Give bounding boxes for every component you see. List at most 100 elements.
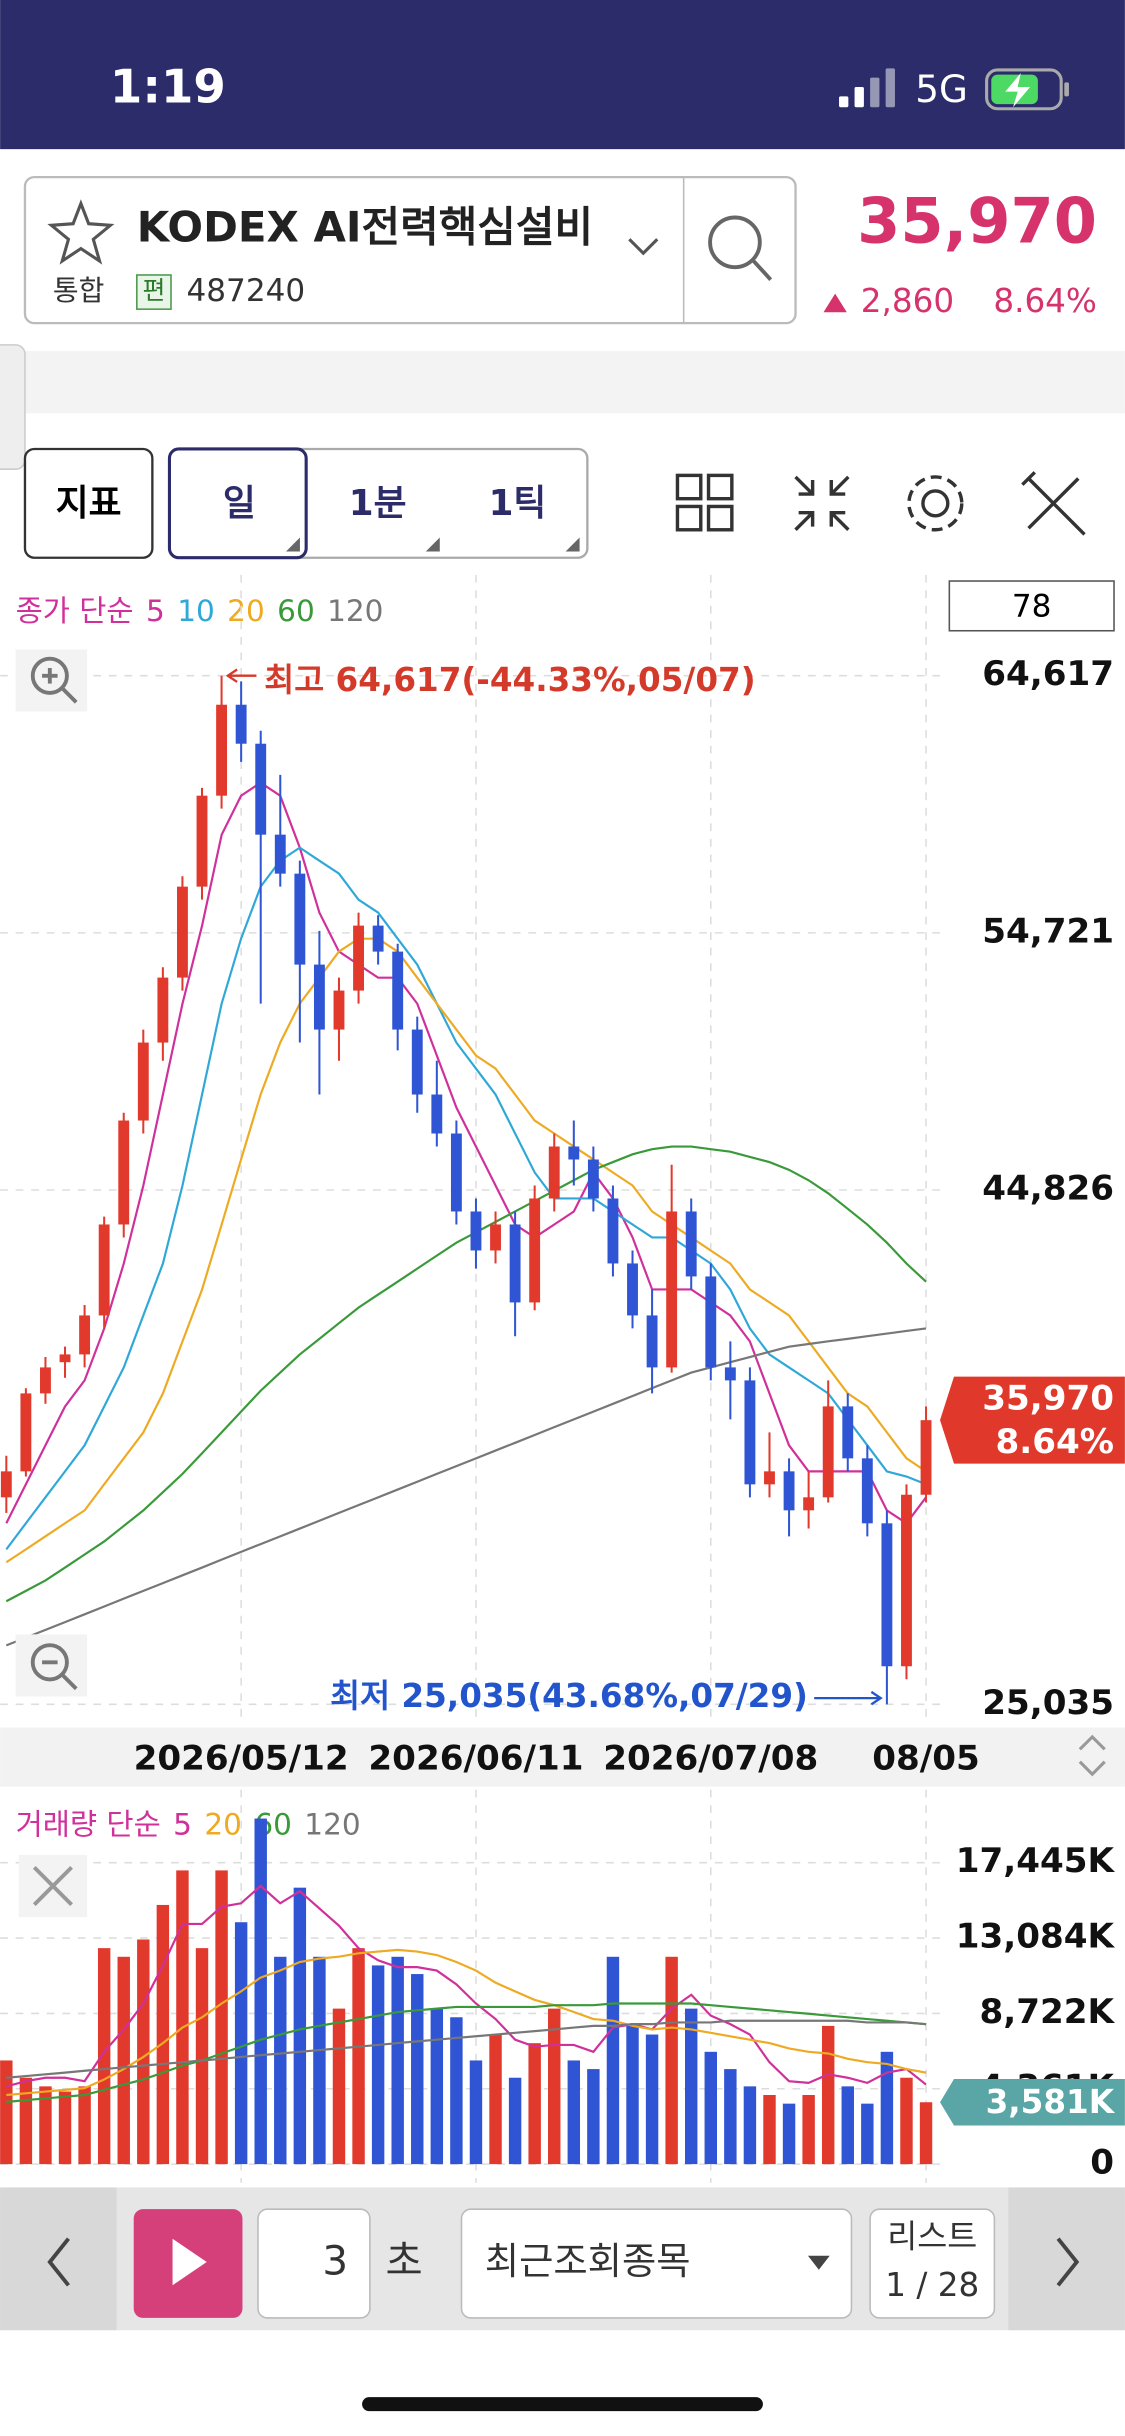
volume-bar [371,1965,385,2165]
legend-title: 거래량 단순 [16,1807,161,1841]
volume-bar [802,2095,815,2165]
volume-bar [411,1974,424,2165]
indicator-button[interactable] [23,447,154,559]
dropdown-arrow [807,2255,830,2270]
period-minute[interactable]: 1분 [349,483,407,524]
volume-bar [234,1922,248,2165]
prev-arrow[interactable] [47,2237,70,2287]
stock-name: KODEX AI전력핵심설비 [137,202,593,251]
candle-body [235,704,247,744]
low-arrow [814,1690,883,1706]
candle-body [0,1471,12,1498]
volume-bar [19,2077,33,2165]
count-box[interactable] [948,580,1115,632]
volume-bar [489,2034,502,2165]
volume-bar [215,1870,228,2165]
volume-bar [900,2077,913,2165]
volume-bar [626,2025,639,2165]
candle-body [861,1458,873,1524]
volume-bar [567,2060,581,2165]
x-tick-label: 2026/05/12 [134,1739,349,1779]
volume-bar [841,2086,854,2165]
candle-body [822,1406,834,1498]
legend: 종가 단순 5 10 20 60 120 [16,594,384,628]
period-corner-marks [285,537,580,552]
volume-bar [58,2091,72,2165]
scroll-arrows[interactable] [1078,1734,1106,1777]
prev-area[interactable] [0,2187,117,2331]
candle-body [176,886,188,978]
period-day[interactable]: 일 [223,483,256,524]
ma-line [6,2019,927,2079]
volume-bar [704,2051,717,2165]
legend-entry: 60 [277,594,315,628]
volume-bar [293,1887,307,2165]
next-area[interactable] [1008,2187,1125,2331]
volume-bar [587,2069,600,2165]
candle-body [59,1354,71,1363]
volume-bar [782,2103,796,2165]
legend: 거래량 단순 5 20 60 120 [16,1807,361,1841]
market: 통합 [53,274,104,307]
seconds-unit: 초 [385,2238,422,2285]
candle-body [333,990,345,1030]
candle-body [411,1029,423,1095]
battery-icon [985,68,1069,111]
search-icon[interactable] [708,215,773,281]
last-change: 8.64% [996,1422,1115,1462]
candle-body [685,1211,697,1277]
candle-body [548,1146,560,1199]
toolbar-icons[interactable] [675,471,1086,536]
favorite-star[interactable] [47,199,115,265]
candle-body [509,1224,521,1303]
dropdown[interactable] [460,2208,853,2319]
volume-bar [743,2086,757,2165]
volume-bar [450,2017,463,2165]
candle-body [450,1133,462,1212]
volume-bar [391,1956,404,2165]
candle-body [490,1224,501,1251]
volume-bar [548,2008,561,2165]
side-handle[interactable] [0,344,26,470]
volume-bar [665,1956,678,2165]
x-tick-label: 2026/06/11 [368,1739,583,1779]
period-selected[interactable] [167,447,308,560]
indicator-label: 지표 [56,483,122,524]
ma-line [5,937,927,1564]
period-tick[interactable]: 1틱 [489,483,547,524]
volume-bar [352,1948,365,2165]
seconds-box[interactable] [257,2208,371,2319]
volume-bar [919,2102,933,2165]
change-pct: 8.64% [993,282,1097,320]
volume-bar [39,2086,52,2165]
dropdown-chevron[interactable] [628,238,659,256]
signal-icon [839,68,895,108]
candle-body [40,1367,51,1394]
count-label: 78 [1012,588,1052,624]
candle-body [255,743,267,835]
candle-body [137,1042,149,1121]
candle-body [353,925,364,991]
volume-bar [117,1956,130,2165]
candle-body [157,977,169,1043]
legend-entry: 20 [204,1807,242,1841]
legend-entry: 20 [227,594,265,628]
candle-body [607,1198,619,1264]
candle-body [294,873,306,965]
overlay [15,649,88,1918]
ma-line [6,1948,927,2097]
volume-bar [508,2077,522,2165]
search-box[interactable] [23,175,797,325]
candle-body [529,1198,541,1303]
x-tick-label: 2026/07/08 [603,1739,818,1779]
next-arrow[interactable] [1056,2237,1080,2287]
candle-body [79,1315,91,1355]
list-box[interactable] [869,2208,996,2319]
candle-body [392,951,404,1030]
candle-body [881,1523,893,1667]
volume-bar [0,2060,13,2165]
y-tick-label: 13,084K [956,1917,1116,1957]
volume-bar [430,2008,444,2165]
candle-body [842,1406,854,1459]
